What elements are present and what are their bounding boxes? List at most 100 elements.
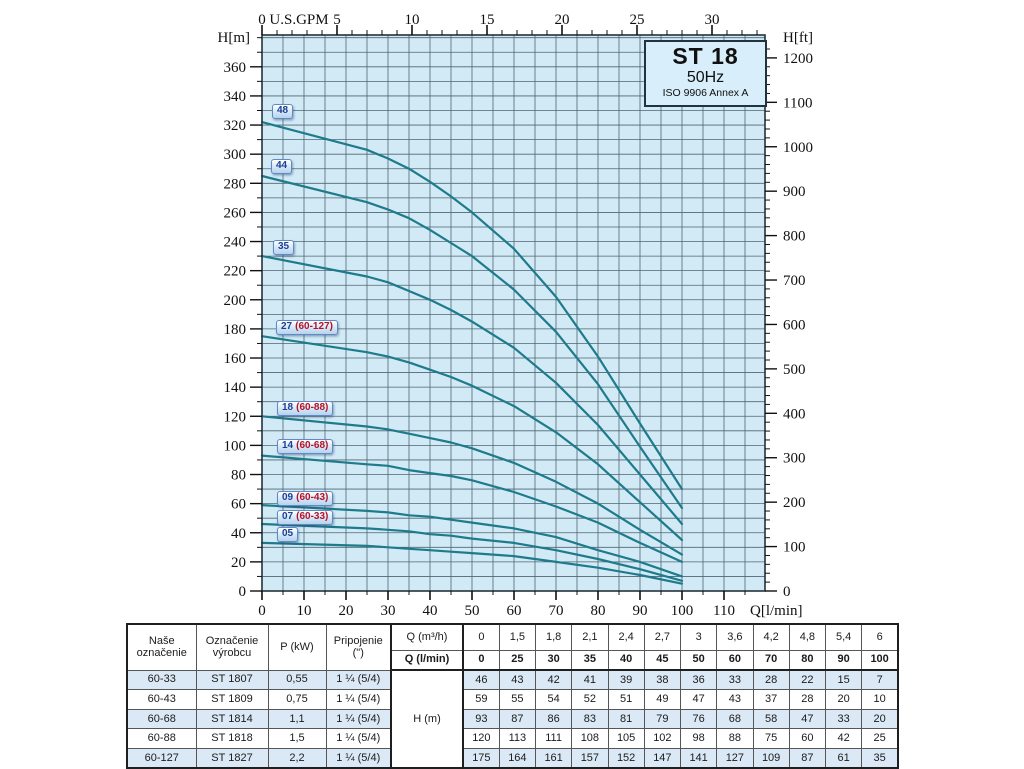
power-cell: 0,55 <box>267 669 327 691</box>
top-axis-tick-label: 25 <box>630 12 645 28</box>
head-value-cell: 47 <box>679 689 718 710</box>
right-axis-tick-label: 800 <box>783 229 806 245</box>
top-axis-tick-label: 30 <box>705 12 720 28</box>
right-axis-tick-label: 700 <box>783 273 806 289</box>
curve-label-range: (60-127) <box>295 321 333 332</box>
column-header-0: Naše označenie <box>126 623 197 671</box>
chart-standard: ISO 9906 Annex A <box>662 87 749 99</box>
q-m3h-value: 3,6 <box>716 623 754 651</box>
power-cell: 1,5 <box>267 728 327 749</box>
head-value-cell: 42 <box>824 728 863 749</box>
head-value-cell: 161 <box>534 747 573 769</box>
pump-curve-14 <box>260 454 684 564</box>
model-cell: 60-127 <box>126 747 197 769</box>
chart-title: ST 18 <box>672 43 739 69</box>
curve-label-number: 07 <box>282 511 294 522</box>
curve-label-number: 05 <box>282 528 294 539</box>
head-value-cell: 87 <box>788 747 827 769</box>
curve-label-number: 14 <box>282 440 294 451</box>
head-value-cell: 76 <box>679 708 718 730</box>
left-axis-tick-label: 180 <box>224 322 247 338</box>
head-value-cell: 87 <box>498 708 537 730</box>
q-lmin-value: 70 <box>752 649 790 671</box>
head-value-cell: 43 <box>716 689 754 710</box>
q-m3h-value: 2,4 <box>607 623 645 651</box>
head-value-cell: 20 <box>861 708 899 730</box>
q-lmin-value: 60 <box>716 649 754 671</box>
head-value-cell: 105 <box>607 728 645 749</box>
pump-curve-18 <box>260 415 684 556</box>
head-value-cell: 46 <box>462 669 500 691</box>
head-value-cell: 127 <box>716 747 754 769</box>
bottom-axis-tick-label: 100 <box>671 603 694 619</box>
head-value-cell: 41 <box>571 669 609 691</box>
head-value-cell: 88 <box>716 728 754 749</box>
curve-label-range: (60-33) <box>296 511 329 522</box>
power-cell: 2,2 <box>267 747 327 769</box>
head-value-cell: 52 <box>571 689 609 710</box>
bottom-axis-tick-label: 60 <box>507 603 522 619</box>
q-lmin-value: 100 <box>861 649 899 671</box>
manufacturer-cell: ST 1827 <box>195 747 269 769</box>
curve-label-number: 44 <box>276 160 288 171</box>
manufacturer-cell: ST 1814 <box>195 708 269 730</box>
left-axis-tick-label: 240 <box>224 235 247 251</box>
head-value-cell: 28 <box>788 689 827 710</box>
right-axis-tick-label: 400 <box>783 406 806 422</box>
left-axis-tick-label: 40 <box>231 526 246 542</box>
q-lmin-value: 50 <box>679 649 718 671</box>
head-value-cell: 47 <box>788 708 827 730</box>
head-value-cell: 49 <box>643 689 682 710</box>
bottom-axis-tick-label: 90 <box>633 603 648 619</box>
head-value-cell: 152 <box>607 747 645 769</box>
q-lmin-value: 25 <box>498 649 537 671</box>
bottom-axis-tick-label: 0 <box>258 603 266 619</box>
head-value-cell: 102 <box>643 728 682 749</box>
curve-label-48: 48 <box>272 104 294 119</box>
spec-table: Naše označenie Označenie výrobcu P (kW) Pri… <box>126 623 899 769</box>
head-value-cell: 33 <box>824 708 863 730</box>
curve-label-14: 14 (60-68) <box>277 439 334 454</box>
head-value-cell: 83 <box>571 708 609 730</box>
right-axis-tick-label: 500 <box>783 362 806 378</box>
pump-curve-chart: 0 5 10 15 20 25 30 U.S.GPM 0 20 40 60 80 100 120 140 160… <box>218 12 814 619</box>
head-unit-cell: H (m) <box>390 669 464 769</box>
top-axis-tick-label: 10 <box>405 12 420 28</box>
manufacturer-cell: ST 1818 <box>195 728 269 749</box>
bottom-axis-tick-label: 110 <box>713 603 735 619</box>
plot-background <box>262 35 765 591</box>
q-lmin-value: 90 <box>824 649 863 671</box>
left-axis-tick-label: 140 <box>224 380 247 396</box>
head-value-cell: 141 <box>679 747 718 769</box>
q-m3h-value: 4,2 <box>752 623 790 651</box>
left-axis-tick-label: 160 <box>224 351 247 367</box>
model-cell: 60-43 <box>126 689 197 710</box>
column-header-1: Označenie výrobcu <box>195 623 269 671</box>
bottom-axis-tick-label: 10 <box>297 603 312 619</box>
head-value-cell: 86 <box>534 708 573 730</box>
bottom-axis-title: Q[l/min] <box>750 603 803 619</box>
curve-label-number: 48 <box>277 105 289 116</box>
pump-curve-27 <box>260 335 684 542</box>
manufacturer-cell: ST 1809 <box>195 689 269 710</box>
model-cell: 60-33 <box>126 669 197 691</box>
curve-label-number: 18 <box>282 402 294 413</box>
chart-canvas: 0 5 10 15 20 25 30U.S.GPM020406080100120140160… <box>218 12 814 619</box>
bottom-axis-tick-label: 80 <box>591 603 606 619</box>
curve-label-35: 35 <box>273 240 295 255</box>
model-cell: 60-68 <box>126 708 197 730</box>
curve-label-number: 35 <box>278 241 290 252</box>
right-axis-tick-label: 1200 <box>783 51 813 67</box>
head-value-cell: 15 <box>824 669 863 691</box>
curve-label-07: 07 (60-33) <box>277 510 334 525</box>
head-value-cell: 108 <box>571 728 609 749</box>
right-axis-tick-label: 1000 <box>783 140 813 156</box>
head-value-cell: 120 <box>462 728 500 749</box>
top-axis-tick-label: 15 <box>480 12 495 28</box>
head-value-cell: 111 <box>534 728 573 749</box>
q-lmin-value: 40 <box>607 649 645 671</box>
pump-curve-48 <box>260 120 684 491</box>
right-axis-tick-label: 300 <box>783 451 806 467</box>
power-cell: 1,1 <box>267 708 327 730</box>
bottom-axis-tick-label: 20 <box>339 603 354 619</box>
